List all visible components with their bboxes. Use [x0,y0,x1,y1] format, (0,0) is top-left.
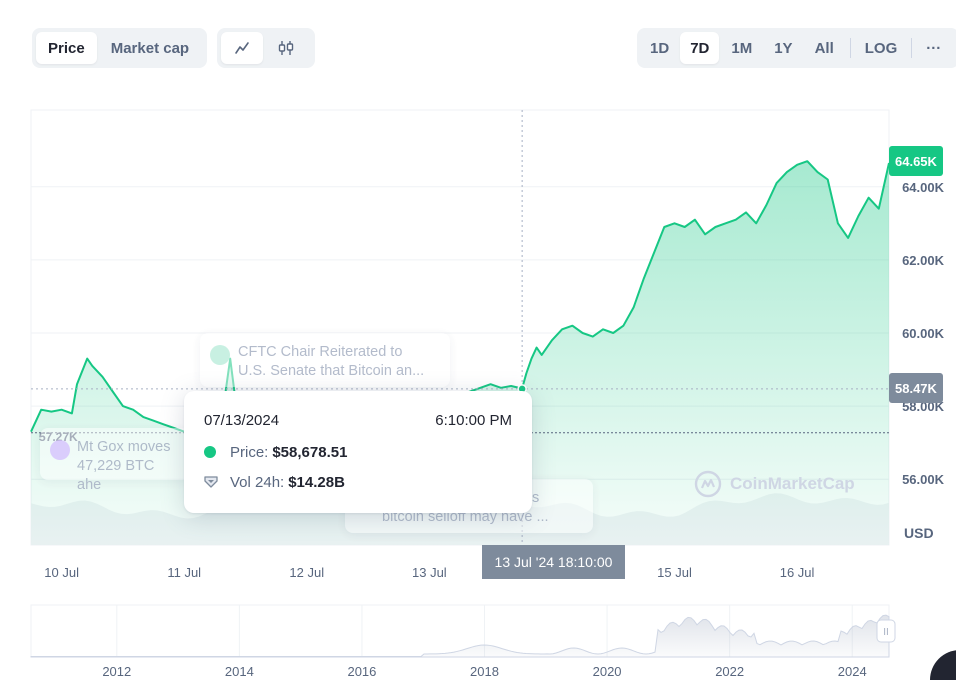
x-tick-label: 15 Jul [657,565,692,580]
tooltip-volume-value: $14.28B [288,473,345,491]
news-line-2: U.S. Senate that Bitcoin an... [238,363,425,379]
coinmarketcap-logo-icon [694,470,722,498]
tooltip-price-value: $58,678.51 [272,443,348,461]
coinmarketcap-watermark: CoinMarketCap [694,470,855,498]
navigator-year-label: 2022 [715,664,744,679]
news-card-mtgox[interactable]: Mt Gox moves 47,229 BTC ahe [40,428,190,493]
news-line-2: bitcoin selloff may have ... [382,509,549,525]
news-card-cftc[interactable]: CFTC Chair Reiterated to U.S. Senate tha… [200,333,450,387]
news-line-2: 47,229 BTC ahe [77,458,155,493]
y-tick-label: 56.00K [902,472,945,487]
tooltip-volume-row: Vol 24h: $14.28B [204,472,345,492]
line-chart-button[interactable] [221,32,263,64]
tooltip-time: 6:10:00 PM [435,412,512,429]
x-tick-label: 10 Jul [44,565,79,580]
price-line [30,160,890,437]
chart-type-toggle: Price Market cap [32,28,207,68]
x-tick-label: 16 Jul [780,565,815,580]
price-tab[interactable]: Price [36,32,97,64]
y-tick-label: 60.00K [902,326,945,341]
current-price-tag: 64.65K [889,146,943,176]
range-1y[interactable]: 1Y [774,39,793,57]
navigator-year-label: 2020 [593,664,622,679]
currency-label: USD [904,525,934,541]
log-scale-button[interactable]: LOG [864,39,898,57]
line-chart-icon [235,42,249,54]
news-line-1: s [532,490,540,506]
x-tick-label: 11 Jul [167,565,201,580]
range-7d[interactable]: 7D [680,32,720,64]
navigator-handle [876,619,896,643]
navigator-year-label: 2018 [470,664,499,679]
range-selector: 1D 7D 1M 1Y All LOG ··· [637,28,956,68]
tooltip-price-label: Price: [230,443,269,461]
x-tick-label: 12 Jul [289,565,324,580]
y-tick-label: 62.00K [902,253,945,268]
divider [911,38,913,58]
news-line-1: Mt Gox moves [77,439,171,455]
navigator-year-label: 2014 [225,664,254,679]
watermark-text: CoinMarketCap [730,474,855,493]
document-icon [210,345,230,365]
navigator-handle-grip: II [883,627,889,638]
chart-style-toggle [217,28,315,68]
navigator-area [30,614,890,658]
navigator-year-label: 2024 [838,664,867,679]
x-tick-label: 13 Jul [412,565,447,580]
clock-icon [50,440,70,460]
range-all[interactable]: All [814,39,834,57]
market-cap-tab[interactable]: Market cap [110,39,190,57]
price-dot-icon [204,446,216,458]
y-tick-label: 64.00K [902,180,945,195]
tooltip-volume-label: Vol 24h: [230,473,285,491]
crosshair-time-label: 13 Jul '24 18:10:00 [482,545,625,579]
candlestick-icon [278,41,294,55]
navigator-year-label: 2012 [102,664,131,679]
low-price-label: 57.27K [39,430,78,444]
news-line-1: CFTC Chair Reiterated to [238,344,403,360]
hover-price-tag: 58.47K [889,373,943,403]
range-navigator[interactable]: 2012 2014 2016 2018 2020 2022 2024 II [30,604,896,679]
range-1m[interactable]: 1M [731,39,753,57]
tooltip-date: 07/13/2024 [204,412,280,429]
price-tooltip: 07/13/2024 6:10:00 PM Price: $58,678.51 … [184,391,532,513]
navigator-year-label: 2016 [347,664,376,679]
divider [849,38,851,58]
volume-icon [204,476,218,488]
more-options-button[interactable]: ··· [926,39,942,57]
tooltip-price-row: Price: $58,678.51 [204,442,347,462]
candlestick-button[interactable] [265,32,307,64]
range-1d[interactable]: 1D [650,39,670,57]
